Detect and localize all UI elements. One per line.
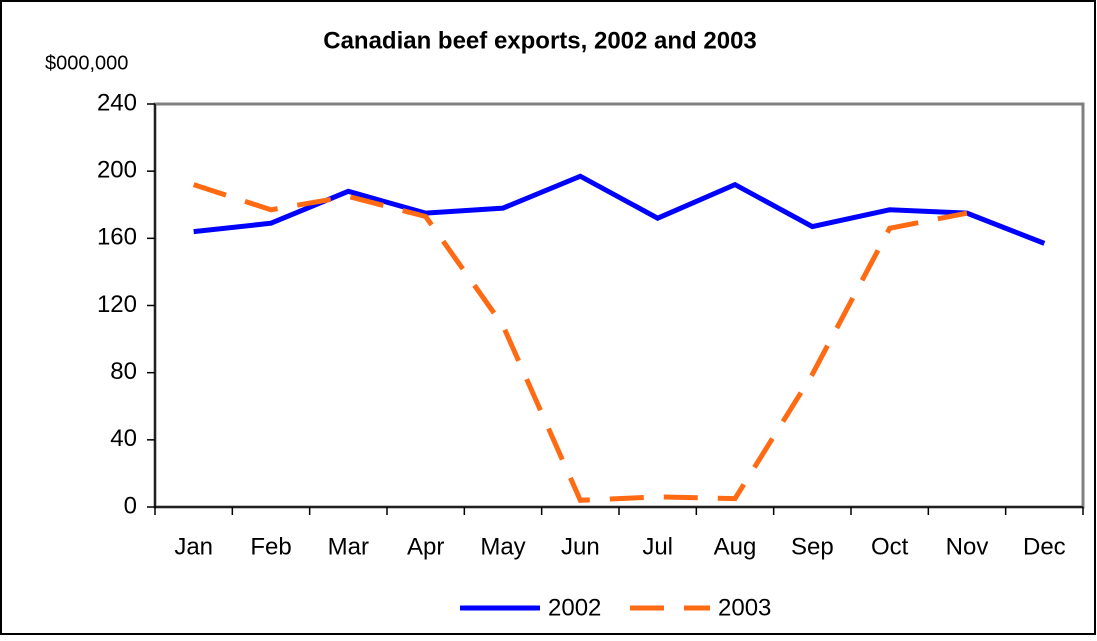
x-tick-label: Aug [714,533,757,560]
x-tick-label: May [480,533,525,560]
x-tick-label: Nov [946,533,989,560]
series-line [193,173,1046,246]
y-tick-label: 40 [110,425,137,452]
series-line [192,182,968,503]
x-tick-label: Oct [871,533,909,560]
y-tick-label: 120 [97,291,137,318]
x-tick-label: Sep [791,533,834,560]
x-tick-label: Mar [328,533,369,560]
y-tick-label: 160 [97,224,137,251]
y-axis-label: $000,000 [45,52,128,74]
x-tick-label: Jul [642,533,673,560]
y-tick-label: 80 [110,358,137,385]
legend-label: 2003 [718,594,771,621]
x-tick-label: Dec [1023,533,1066,560]
x-tick-label: Feb [250,533,291,560]
y-tick-label: 200 [97,157,137,184]
y-tick-label: 240 [97,89,137,116]
y-tick-label: 0 [124,492,137,519]
x-tick-label: Jan [174,533,213,560]
chart-title: Canadian beef exports, 2002 and 2003 [323,27,757,54]
x-tick-label: Jun [561,533,600,560]
x-tick-label: Apr [407,533,444,560]
legend-label: 2002 [548,594,601,621]
